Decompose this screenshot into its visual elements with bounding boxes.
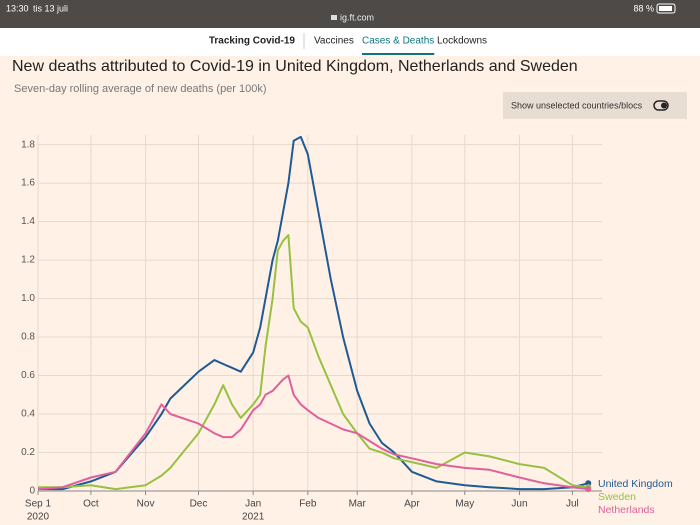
y-tick-label: 0.2 <box>21 447 35 458</box>
end-dot <box>585 486 592 493</box>
y-tick-label: 0 <box>29 486 35 497</box>
battery-icon <box>656 3 676 14</box>
x-tick-label: Nov <box>137 499 155 510</box>
x-tick-label: Feb <box>299 499 317 510</box>
nav-tabs: Vaccines Cases & Deaths Lockdowns <box>314 36 487 55</box>
active-tab-underline <box>362 53 435 55</box>
x-tick-label: Apr <box>404 499 420 510</box>
x-tick-label: Jul <box>566 499 579 510</box>
series-line <box>38 135 589 491</box>
toggle-box[interactable] <box>503 92 687 119</box>
toggle-switch[interactable] <box>653 100 669 111</box>
series-label[interactable]: United Kingdom <box>598 478 673 490</box>
x-tick-label: Jan <box>245 499 261 510</box>
x-tick-label: Mar <box>349 499 367 510</box>
series-label[interactable]: Netherlands <box>598 504 655 516</box>
nav-title[interactable]: Tracking Covid-19 <box>209 36 296 47</box>
y-tick-label: 1.6 <box>21 178 35 189</box>
series-line <box>37 374 589 491</box>
toggle-label[interactable]: Show unselected countries/blocs <box>511 100 643 110</box>
status-time: 13:30 <box>6 3 29 13</box>
y-tick-label: 1.2 <box>21 255 35 266</box>
chart-subtitle: Seven-day rolling average of new deaths … <box>14 83 267 95</box>
x-tick-label: Jun <box>511 499 527 510</box>
status-date: tis 13 juli <box>33 3 68 13</box>
nav-tab[interactable]: Lockdowns <box>437 36 487 47</box>
y-tick-label: 1.4 <box>21 216 35 227</box>
y-tick-label: 1.0 <box>21 293 35 304</box>
y-tick-label: 0.8 <box>21 332 35 343</box>
url[interactable]: ig.ft.com <box>340 12 374 22</box>
year-label: 2021 <box>242 512 265 523</box>
status-bar <box>0 0 700 28</box>
battery-level <box>659 6 672 11</box>
y-tick-label: 0.6 <box>21 370 35 381</box>
toggle-knob <box>661 102 667 109</box>
x-tick-label: Sep 1 <box>25 499 52 510</box>
y-tick-label: 1.8 <box>21 139 35 150</box>
x-tick-label: Oct <box>83 499 99 510</box>
year-label: 2020 <box>27 512 50 523</box>
lock-icon <box>331 15 337 20</box>
chart: 0 0.2 0.4 0.6 0.8 1.0 1.2 1.4 1.6 1.8 Sep 1 Oct Nov D… <box>21 135 673 523</box>
nav-tab[interactable]: Vaccines <box>314 36 354 47</box>
x-tick-label: Dec <box>190 499 208 510</box>
battery-text: 88 % <box>633 3 654 13</box>
nav-tab[interactable]: Cases & Deaths <box>362 36 434 47</box>
x-tick-label: May <box>455 499 474 510</box>
series-line <box>38 234 589 491</box>
series-label[interactable]: Sweden <box>598 491 636 503</box>
y-tick-label: 0.4 <box>21 409 35 420</box>
nav-bar <box>0 28 700 56</box>
chart-title: New deaths attributed to Covid-19 in Uni… <box>12 58 578 75</box>
